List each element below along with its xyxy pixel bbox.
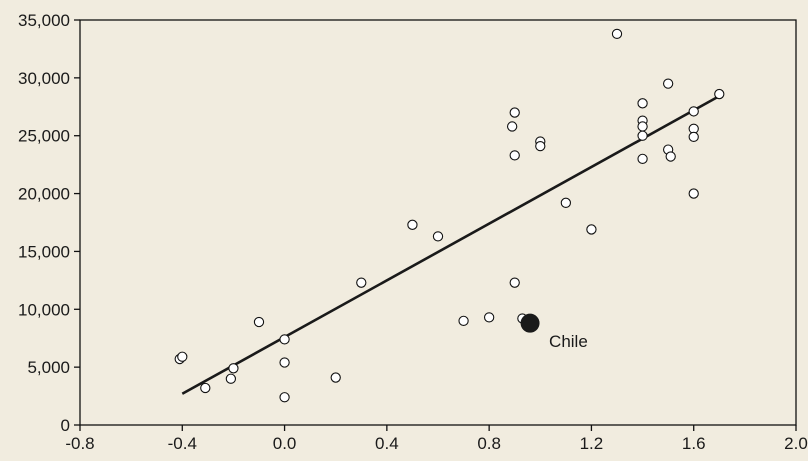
y-tick-label: 10,000 [18,300,70,319]
data-point [200,382,211,394]
y-tick-label: 25,000 [18,127,70,146]
y-tick-label: 0 [61,416,70,435]
y-tick-label: 15,000 [18,242,70,261]
data-point [688,188,699,199]
y-tick-label: 30,000 [18,69,70,88]
data-point [665,151,676,162]
highlight-point-chile [520,313,540,333]
x-tick-label: -0.4 [168,434,197,453]
trend-line [181,96,718,395]
x-tick-label: 1.6 [682,434,706,453]
x-tick-label: 2.0 [784,434,808,453]
data-point [637,153,648,165]
data-point [279,357,290,368]
x-tick-label: -0.8 [65,434,94,453]
data-point [509,150,520,161]
data-point [407,219,418,230]
data-point [509,277,520,288]
data-point [177,351,188,362]
data-point [507,121,518,132]
data-point [483,312,495,323]
data-point [560,197,572,208]
highlight-group: Chile [520,313,588,351]
y-tick-label: 35,000 [18,11,70,30]
data-point [714,88,725,100]
data-point [253,316,265,328]
x-tick-label: 1.2 [580,434,604,453]
data-point [279,392,290,403]
data-point [432,231,444,242]
y-tick-label: 20,000 [18,185,70,204]
data-point [356,277,367,288]
axes [79,19,797,426]
highlight-label: Chile [549,332,588,351]
y-tick-label: 5,000 [27,358,70,377]
x-axis-ticks: -0.8 -0.4 0.0 0.4 0.8 1.2 1.6 2.0 [65,425,808,453]
data-point [637,130,648,141]
x-tick-label: 0.4 [375,434,399,453]
data-points [174,28,725,403]
data-point [688,131,699,143]
x-tick-label: 0.8 [477,434,501,453]
data-point [586,224,597,235]
data-point [662,78,674,89]
data-point [279,334,290,345]
data-point [509,107,520,118]
data-point [535,140,546,152]
data-point [637,98,648,109]
y-axis-ticks: 0 5,000 10,000 15,000 20,000 25,000 30,000 35,0… [18,11,80,435]
data-point [611,28,623,40]
data-point [688,106,699,117]
data-point [458,315,469,327]
plot-frame [79,19,797,426]
data-point [330,372,341,383]
data-point [225,373,237,384]
data-point [637,121,648,132]
trend-line-group [181,96,718,395]
x-tick-label: 0.0 [273,434,297,453]
data-point [228,363,239,374]
